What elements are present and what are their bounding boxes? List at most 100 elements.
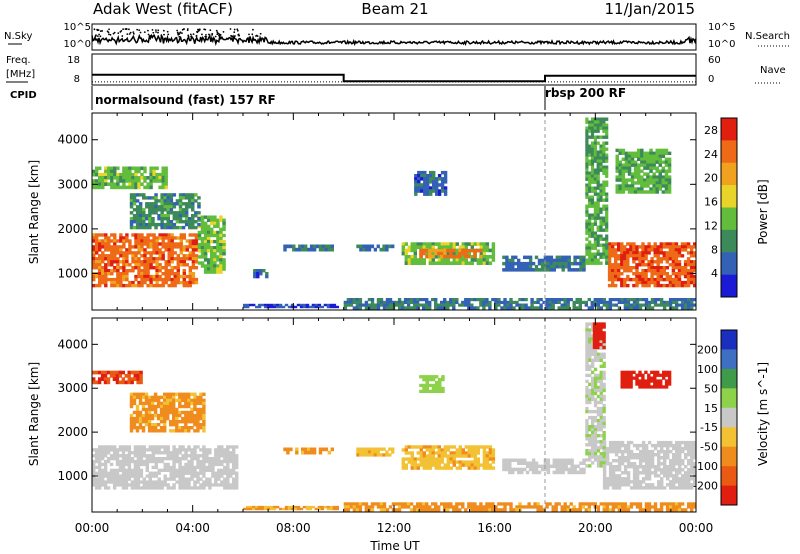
power-cell (191, 254, 196, 258)
power-cell (437, 251, 441, 256)
power-cell (437, 174, 442, 178)
velocity-cell (181, 483, 185, 487)
velocity-cell (626, 379, 630, 383)
noise-search-dot (216, 33, 219, 36)
velocity-cell (431, 463, 435, 467)
velocity-cell (629, 486, 634, 490)
power-cell (142, 193, 146, 197)
power-cell (585, 246, 589, 250)
power-cell (658, 172, 662, 176)
power-cell (437, 183, 442, 187)
velocity-cell (620, 483, 625, 487)
velocity-cell (151, 483, 155, 487)
power-cell (596, 252, 600, 256)
power-cell (98, 263, 102, 267)
power-cell (370, 300, 375, 304)
velocity-cell (614, 483, 619, 487)
power-cell (488, 303, 492, 307)
power-cell (92, 172, 96, 177)
velocity-cell (599, 464, 603, 468)
power-cell (693, 260, 697, 264)
power-cell (146, 260, 150, 264)
power-cell (107, 254, 111, 258)
power-cell (548, 303, 552, 307)
power-cell (200, 236, 205, 241)
power-cell (626, 260, 630, 264)
power-cell (181, 193, 186, 197)
power-cell (623, 283, 627, 288)
power-cell (452, 261, 456, 265)
power-cell (680, 303, 685, 307)
velocity-cell (235, 477, 239, 481)
power-cell (149, 283, 153, 288)
velocity-cell (135, 426, 140, 430)
velocity-cell (112, 454, 117, 458)
velocity-cell (585, 340, 589, 344)
velocity-cell (138, 401, 143, 406)
power-cell (549, 261, 554, 266)
power-cell (185, 245, 189, 249)
power-cell (686, 274, 691, 279)
power-cell (632, 257, 636, 261)
power-cell (596, 150, 600, 154)
velocity-cell (407, 457, 411, 461)
velocity-cell (419, 451, 423, 455)
power-cell (590, 204, 595, 208)
power-cell (575, 300, 579, 304)
power-cell (176, 266, 180, 270)
velocity-cell (106, 445, 111, 449)
power-cell (650, 248, 654, 252)
power-cell (644, 300, 649, 304)
velocity-cell (323, 505, 328, 509)
power-cell (243, 305, 247, 309)
velocity-cell (675, 480, 679, 484)
power-cell (545, 303, 549, 307)
velocity-cell (591, 352, 595, 356)
velocity-cell (178, 413, 182, 418)
velocity-cell (156, 416, 161, 421)
velocity-cell (690, 443, 694, 448)
velocity-cell (585, 334, 589, 338)
velocity-cell (662, 376, 666, 380)
velocity-cell (169, 420, 173, 424)
power-cell (502, 268, 506, 272)
power-cell (379, 247, 383, 252)
power-cell (585, 228, 589, 232)
power-cell (293, 305, 298, 309)
power-cell (629, 251, 633, 255)
velocity-cell (626, 462, 631, 466)
power-cell (137, 283, 141, 288)
power-cell (632, 242, 636, 246)
velocity-cell (588, 358, 592, 362)
noise-search-dot (204, 28, 207, 31)
power-cell (585, 141, 589, 145)
power-cell (95, 236, 99, 240)
power-cell (638, 251, 642, 255)
velocity-cell (196, 477, 200, 481)
velocity-cell (178, 420, 182, 424)
power-cell (431, 254, 435, 259)
velocity-cell (159, 416, 164, 421)
velocity-cell (97, 380, 102, 385)
power-cell (545, 298, 549, 302)
velocity-cell (129, 413, 134, 418)
power-cell (590, 180, 595, 184)
power-cell (650, 257, 654, 261)
noise-search-dot (192, 33, 195, 36)
velocity-cell (672, 462, 676, 466)
power-cell (593, 141, 597, 145)
velocity-cell (596, 337, 600, 341)
power-cell (693, 280, 697, 285)
power-cell (373, 303, 378, 307)
power-cell (431, 251, 435, 256)
velocity-cell (644, 486, 649, 490)
power-cell (461, 245, 465, 249)
velocity-cell (638, 382, 642, 386)
velocity-cell (172, 468, 176, 472)
power-cell (155, 242, 159, 246)
power-cell (575, 306, 579, 310)
power-cell (249, 303, 253, 307)
power-cell (119, 277, 123, 282)
velocity-cell (217, 451, 221, 455)
